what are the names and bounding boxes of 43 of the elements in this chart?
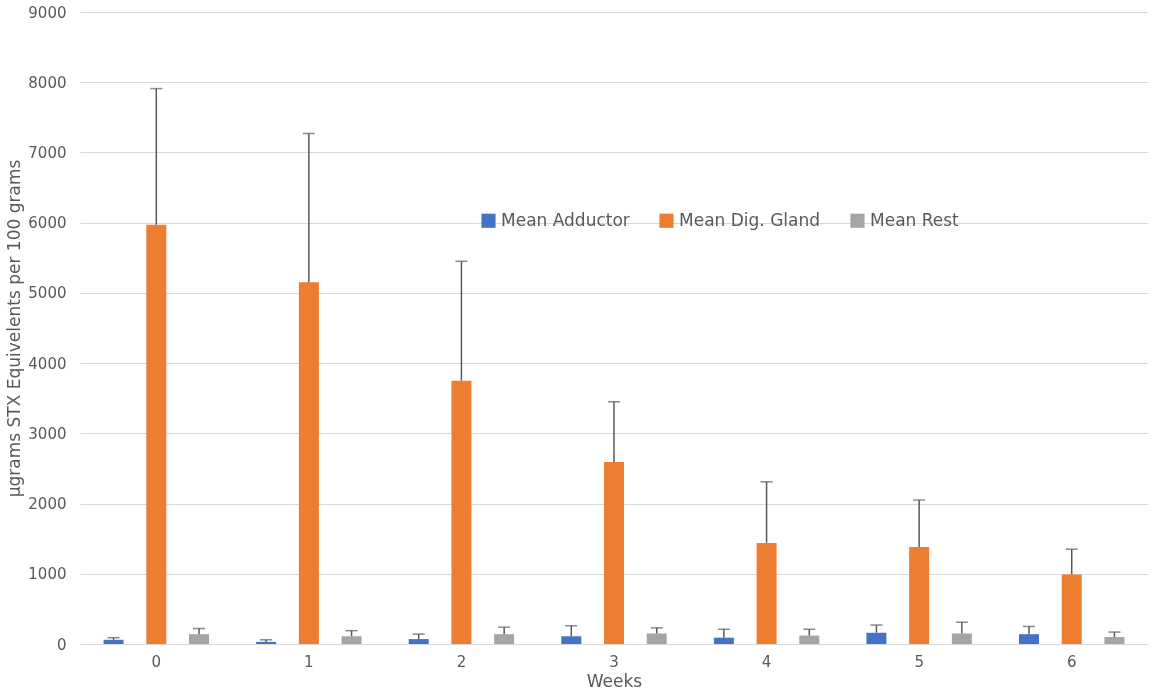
bar xyxy=(494,634,515,644)
y-tick-label: 2000 xyxy=(28,495,67,514)
bar xyxy=(1018,634,1039,644)
y-tick-label: 3000 xyxy=(28,424,67,443)
legend-label: Mean Dig. Gland xyxy=(679,209,821,230)
bar xyxy=(146,224,167,644)
y-tick-label: 1000 xyxy=(28,565,67,584)
bar xyxy=(756,542,777,644)
x-tick-label: 6 xyxy=(1066,652,1077,671)
bar xyxy=(451,380,472,644)
x-tick-label: 4 xyxy=(761,652,772,671)
bar xyxy=(646,633,667,644)
bar xyxy=(341,636,362,644)
bar xyxy=(604,462,624,644)
y-tick-label: 8000 xyxy=(28,73,67,92)
bar xyxy=(298,282,319,644)
bar xyxy=(1061,574,1082,644)
x-tick-label: 5 xyxy=(914,652,924,671)
bar xyxy=(1104,636,1125,644)
bar xyxy=(189,634,210,644)
bar xyxy=(866,632,887,644)
y-tick-label: 6000 xyxy=(28,214,67,233)
x-tick-label: 3 xyxy=(609,652,619,671)
legend-label: Mean Rest xyxy=(870,209,960,230)
y-tick-label: 7000 xyxy=(28,143,67,162)
bar xyxy=(408,639,429,644)
x-axis-title: Weeks xyxy=(586,670,643,691)
y-axis-title: µgrams STX Equivelents per 100 grams xyxy=(4,159,25,498)
bar xyxy=(799,635,820,644)
bar xyxy=(256,641,277,644)
y-tick-label: 4000 xyxy=(28,354,67,373)
bar xyxy=(951,633,972,644)
x-tick-label: 0 xyxy=(151,652,162,671)
y-tick-label: 9000 xyxy=(28,3,67,22)
bar xyxy=(561,636,582,644)
x-tick-label: 2 xyxy=(456,652,467,671)
bar xyxy=(103,639,124,644)
legend-label: Mean Adductor xyxy=(501,209,630,230)
y-tick-label: 0 xyxy=(56,635,67,654)
x-tick-label: 1 xyxy=(304,652,314,671)
bar xyxy=(713,637,734,644)
y-tick-label: 5000 xyxy=(28,284,67,303)
bar xyxy=(909,547,930,644)
